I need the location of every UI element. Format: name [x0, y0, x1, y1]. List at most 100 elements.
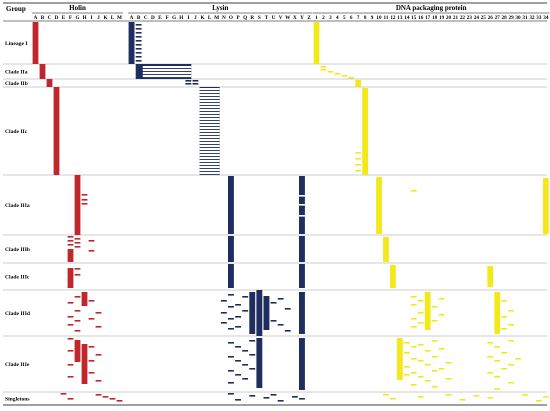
cell-mark	[228, 306, 234, 308]
cell-mark	[494, 346, 501, 348]
cell-mark	[417, 300, 424, 302]
cell-mark	[235, 304, 241, 306]
cell-mark	[438, 298, 445, 300]
group-label: Clade IIa	[5, 70, 28, 76]
cell-mark	[142, 75, 192, 78]
cell-mark	[334, 73, 341, 75]
cell-mark	[403, 342, 410, 344]
holin-column-label: L	[111, 15, 115, 21]
cell-mark	[228, 294, 234, 296]
cell-mark	[67, 376, 74, 378]
cell-mark	[242, 296, 249, 298]
lysin-column-label: B	[137, 15, 141, 21]
cell-mark	[235, 399, 241, 401]
cell-mark	[199, 136, 220, 139]
cell-mark	[431, 370, 438, 372]
cell-mark	[228, 264, 234, 288]
cell-mark	[256, 338, 263, 388]
dna-column-label: 33	[536, 15, 542, 21]
cell-mark	[95, 326, 102, 328]
cell-mark	[88, 346, 95, 348]
cell-mark	[522, 394, 528, 396]
cell-mark	[403, 374, 410, 376]
cell-mark	[417, 376, 424, 378]
cell-mark	[410, 358, 417, 360]
dna-column-label: 28	[502, 15, 508, 21]
lysin-column-label: C	[144, 15, 148, 21]
cell-mark	[60, 393, 67, 395]
grid-lines	[3, 2, 550, 406]
dna-column-label: 30	[515, 15, 521, 21]
lysin-column-label: X	[293, 15, 297, 21]
cell-mark	[299, 204, 305, 206]
cell-mark	[242, 364, 249, 366]
cell-mark	[410, 326, 417, 328]
holin-column-label: B	[41, 15, 45, 21]
dna-column-label: 11	[384, 15, 389, 21]
cell-mark	[249, 340, 256, 342]
holin-column-label: E	[62, 15, 66, 21]
cell-mark	[348, 77, 355, 79]
cell-mark	[397, 338, 403, 380]
cell-mark	[199, 97, 220, 100]
cell-mark	[341, 75, 348, 77]
cell-mark	[74, 340, 81, 362]
cell-mark	[74, 310, 81, 312]
cell-mark	[277, 400, 284, 402]
cell-mark	[235, 326, 241, 328]
cell-mark	[417, 344, 424, 346]
cell-mark	[81, 344, 88, 384]
cell-mark	[299, 264, 305, 288]
lysin-column-label: H	[179, 15, 183, 21]
cell-mark	[320, 69, 327, 71]
cell-mark	[403, 352, 410, 354]
cell-mark	[487, 372, 494, 374]
cell-mark	[199, 94, 220, 97]
cell-mark	[299, 292, 305, 334]
cell-mark	[199, 148, 220, 151]
cell-mark	[487, 356, 494, 358]
cell-mark	[199, 106, 220, 109]
dna-column-label: 1	[315, 15, 318, 21]
dna-column-label: 25	[481, 15, 487, 21]
dna-column-label: 6	[350, 15, 353, 21]
cell-mark	[291, 396, 298, 398]
cell-mark	[199, 109, 220, 112]
group-label: Lineage I	[5, 41, 28, 47]
lysin-column-label: M	[214, 15, 219, 21]
cell-mark	[376, 177, 382, 234]
cell-mark	[220, 312, 227, 314]
cell-mark	[424, 380, 431, 382]
cell-mark	[424, 350, 431, 352]
cell-mark	[494, 388, 501, 390]
dna-column-label: 22	[460, 15, 466, 21]
dna-column-label: 2	[322, 15, 325, 21]
dna-column-label: 31	[522, 15, 528, 21]
lysin-column-label: Z	[307, 15, 311, 21]
lysin-column-label: G	[172, 15, 176, 21]
dna-column-label: 20	[446, 15, 452, 21]
cell-mark	[284, 308, 291, 310]
cell-mark	[270, 320, 277, 322]
cell-mark	[277, 324, 284, 326]
cell-mark	[109, 398, 116, 400]
cell-mark	[438, 348, 445, 350]
cell-mark	[424, 364, 431, 366]
cell-mark	[67, 350, 74, 352]
cell-mark	[116, 400, 123, 402]
dna-column-label: 21	[453, 15, 459, 21]
cell-mark	[199, 112, 220, 115]
group-label: Clade IIc	[5, 129, 28, 135]
cell-mark	[199, 115, 220, 118]
lysin-column-label: E	[158, 15, 162, 21]
group-label: Clade IIId	[5, 311, 31, 317]
cell-mark	[199, 127, 220, 130]
cell-mark	[508, 324, 514, 326]
cell-mark	[438, 314, 445, 316]
lysin-column-label: L	[208, 15, 212, 21]
cell-mark	[228, 370, 234, 372]
cell-mark	[67, 236, 74, 238]
cell-mark	[536, 400, 542, 402]
dna-column-label: 29	[508, 15, 514, 21]
